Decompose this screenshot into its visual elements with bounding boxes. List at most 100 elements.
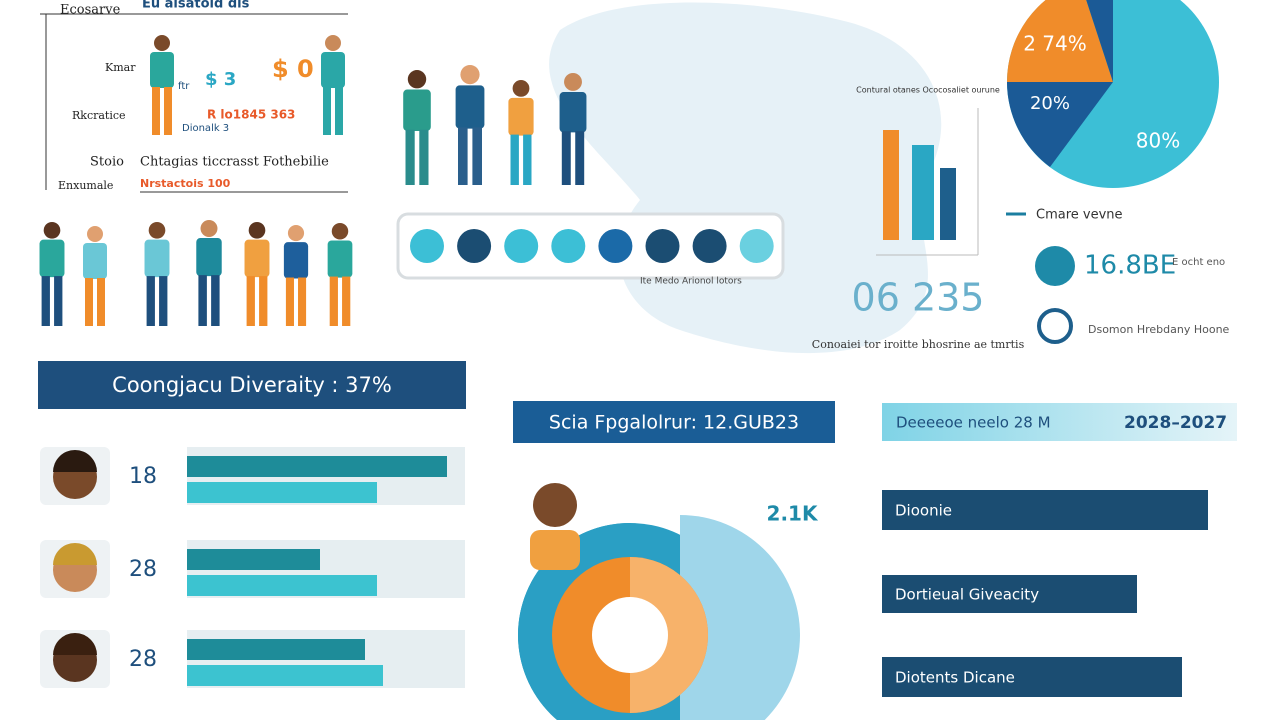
dots	[410, 229, 774, 263]
person-body	[196, 238, 222, 277]
pie-slice	[1007, 82, 1113, 167]
person-body	[559, 92, 587, 133]
person-body	[403, 89, 431, 131]
person-leg	[259, 276, 268, 326]
dot	[692, 229, 727, 263]
dot	[504, 229, 539, 263]
banner	[38, 361, 466, 409]
money: $ 3	[205, 69, 236, 90]
person-head	[564, 73, 582, 91]
right-bar	[882, 575, 1137, 613]
person-body	[508, 97, 534, 136]
person-leg	[335, 87, 343, 135]
small-text: Dionalk 3	[182, 123, 229, 134]
person-head	[512, 80, 530, 97]
dot	[739, 229, 774, 263]
dot	[645, 229, 680, 263]
legend-note: Dsomon Hrebdany Hoone	[1088, 323, 1230, 336]
big-number: 06 235	[852, 276, 985, 320]
label: Rkcratice	[72, 109, 126, 122]
hair	[53, 450, 97, 472]
person-body	[244, 239, 270, 278]
person-leg	[323, 87, 331, 135]
icon	[1037, 308, 1073, 344]
row-number: 28	[129, 557, 157, 582]
icon	[1035, 246, 1075, 286]
hair	[53, 633, 97, 655]
pie-label: 2 74%	[1023, 32, 1087, 56]
line-red: Nrstactois 100	[140, 177, 231, 190]
person-leg	[85, 278, 93, 326]
person-leg	[54, 276, 63, 326]
person-head	[148, 222, 166, 239]
person-body	[530, 530, 580, 570]
person-head	[325, 35, 341, 51]
legend-stat: 16.8BE	[1084, 251, 1176, 281]
person-leg	[159, 276, 168, 326]
banner	[513, 401, 835, 443]
people	[39, 35, 587, 326]
mini-bar	[883, 130, 899, 240]
banner	[882, 403, 1237, 441]
pie-slice	[1006, 0, 1113, 82]
dot	[457, 229, 492, 263]
banner-text: Scia Fpgalolrur: 12.GUB23	[549, 412, 799, 434]
dot	[598, 229, 633, 263]
row-number: 28	[129, 647, 157, 672]
person-head	[533, 483, 577, 527]
money: $ 0	[272, 55, 314, 83]
person-head	[248, 222, 266, 239]
person-body	[83, 243, 107, 279]
label: Kmar	[105, 61, 136, 74]
legend-stat-note: E ocht eno	[1172, 257, 1225, 268]
person-leg	[146, 276, 155, 326]
mini-caption: Conoaiei tor iroitte bhosrine ae tmrtis	[812, 338, 1025, 351]
dot	[410, 229, 444, 263]
person-leg	[285, 277, 294, 326]
line-main: Chtagias ticcrasst Fothebilie	[140, 155, 329, 170]
donut-label: 2.1K	[767, 502, 819, 526]
pie-label: 20%	[1030, 93, 1070, 114]
person-head	[200, 220, 218, 237]
right-bar-text: Dioonie	[895, 502, 952, 520]
person-leg	[298, 277, 307, 326]
person-head	[460, 65, 480, 85]
person-head	[87, 226, 103, 242]
person-leg	[246, 276, 255, 326]
hair	[53, 543, 97, 565]
rows: 18 28 28	[40, 447, 465, 688]
person-leg	[164, 87, 172, 135]
person-head	[43, 222, 61, 239]
person-body	[321, 52, 345, 88]
person-leg	[561, 131, 571, 185]
person-body	[144, 239, 170, 278]
row-bar	[187, 665, 383, 686]
legend-title: Cmare vevne	[1036, 208, 1123, 223]
small-text: ftr	[178, 81, 190, 92]
banner-text: Coongjacu Diveraity : 37%	[112, 373, 392, 397]
person-head	[407, 70, 427, 89]
right-bar	[882, 657, 1182, 697]
person-leg	[510, 134, 519, 185]
row-bar	[187, 482, 377, 503]
person-leg	[152, 87, 160, 135]
person-leg	[405, 129, 415, 185]
person-leg	[472, 127, 482, 185]
mini-bar	[940, 168, 956, 240]
corner: Ecosarve	[60, 3, 121, 18]
right-bar	[882, 490, 1208, 530]
row-bar	[187, 575, 377, 596]
person-body	[150, 52, 174, 88]
row-number: 18	[129, 464, 157, 489]
person-leg	[342, 276, 351, 326]
person-leg	[523, 134, 532, 185]
red-line: R lo1845 363	[207, 108, 295, 122]
person-leg	[419, 129, 429, 185]
donut-hole	[592, 597, 668, 673]
row-bar	[187, 456, 447, 477]
pie-label: 80%	[1136, 129, 1180, 153]
person-body	[327, 240, 353, 278]
dots-caption: Ite Medo Arionol lotors	[640, 277, 742, 287]
